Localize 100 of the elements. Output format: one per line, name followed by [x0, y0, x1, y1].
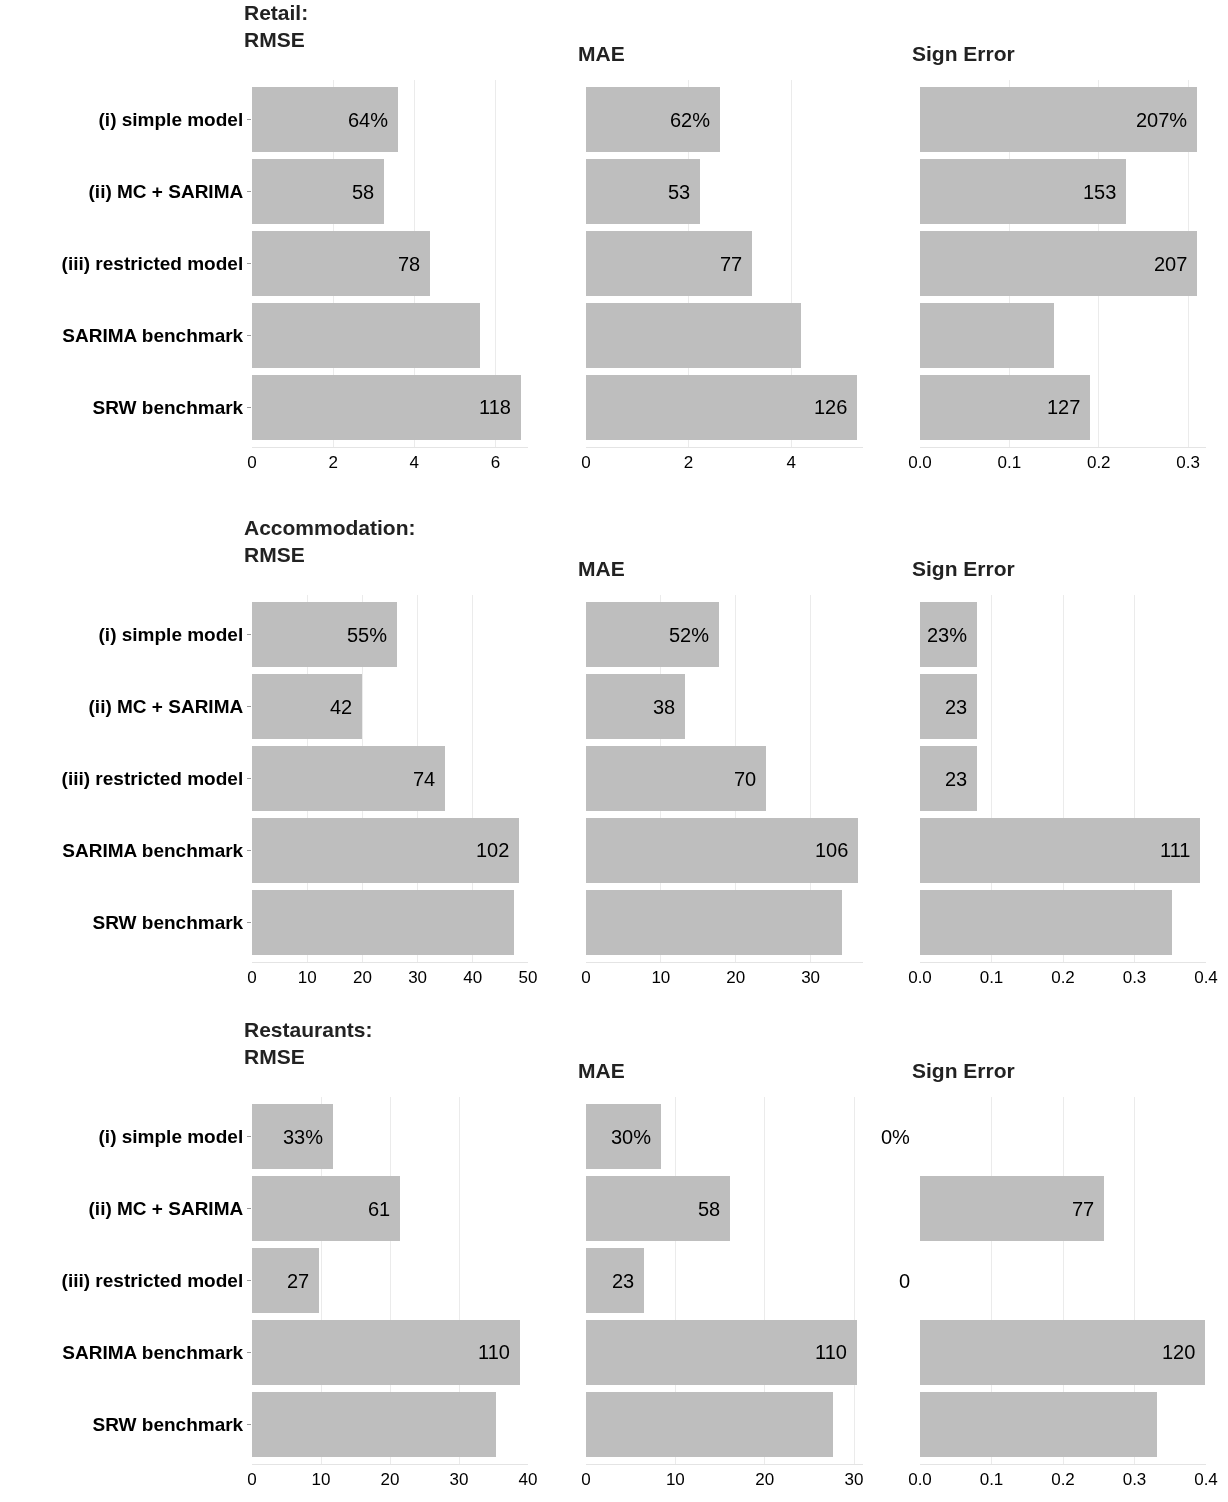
x-tick-label: 30: [449, 1470, 469, 1490]
x-tick-label: 10: [297, 968, 317, 988]
x-tick-label: 0.0: [908, 453, 932, 473]
x-tick-label: 0.1: [979, 1470, 1004, 1490]
y-tick-label: (i) simple model: [98, 1126, 244, 1148]
x-tick-label: 0: [247, 453, 257, 473]
y-tick-label: (ii) MC + SARIMA: [88, 1198, 244, 1220]
y-tick-label: (iii) restricted model: [61, 1270, 244, 1292]
x-tick-label: 0: [247, 1470, 257, 1490]
annotation: 110: [815, 1341, 847, 1363]
chart-title: Sign Error: [912, 1058, 1015, 1082]
annotation: 110: [478, 1341, 510, 1363]
x-tick-label: 10: [311, 1470, 331, 1490]
chart-title: Retail: RMSE: [244, 1, 309, 52]
annotation: 23: [945, 768, 968, 790]
bar: [252, 1392, 497, 1457]
x-tick-label: 30: [801, 968, 821, 988]
bar: [920, 87, 1198, 152]
annotation: 120: [1162, 1341, 1196, 1363]
bar: [586, 87, 720, 152]
annotation: 127: [1047, 396, 1081, 418]
x-tick-label: 50: [518, 968, 538, 988]
annotation: 77: [720, 253, 743, 275]
bar: [920, 231, 1198, 296]
x-tick-label: 30: [844, 1470, 864, 1490]
bar: [252, 87, 399, 152]
annotation: 55%: [347, 624, 388, 646]
annotation: 207: [1154, 253, 1188, 275]
chart-title: MAE: [578, 1058, 625, 1082]
annotation: 23%: [927, 624, 968, 646]
bar: [920, 818, 1201, 883]
x-tick-label: 0.2: [1051, 968, 1075, 988]
bar: [586, 1320, 857, 1385]
x-tick-label: 0.0: [908, 968, 932, 988]
bar: [586, 818, 858, 883]
chart-title: MAE: [578, 41, 625, 65]
x-tick-label: 2: [328, 453, 338, 473]
bar: [252, 746, 446, 811]
y-tick-label: SARIMA benchmark: [62, 840, 244, 862]
bar: [252, 818, 519, 883]
bar: [920, 1320, 1206, 1385]
annotation: 0%: [881, 1126, 911, 1148]
x-tick-label: 0.0: [908, 1470, 932, 1490]
bar: [586, 746, 767, 811]
annotation: 102: [476, 839, 510, 861]
y-tick-label: (ii) MC + SARIMA: [88, 696, 244, 718]
y-tick-label: SRW benchmark: [92, 912, 244, 934]
x-tick-label: 0.2: [1086, 453, 1111, 473]
x-tick-label: 0.2: [1051, 1470, 1075, 1490]
annotation: 77: [1072, 1198, 1095, 1220]
bar: [586, 1104, 662, 1169]
x-tick-label: 40: [463, 968, 483, 988]
bar: [920, 746, 978, 811]
bar: [920, 375, 1090, 440]
bar: [252, 1104, 334, 1169]
x-tick-label: 0.3: [1122, 1470, 1147, 1490]
bar: [586, 231, 753, 296]
bar: [252, 1248, 319, 1313]
chart-title: Sign Error: [912, 41, 1015, 65]
x-tick-label: 2: [683, 453, 694, 473]
y-tick-label: SARIMA benchmark: [62, 1342, 244, 1364]
bar: [252, 231, 430, 296]
bar: [586, 159, 701, 224]
annotation: 52%: [669, 624, 710, 646]
x-tick-label: 0.1: [997, 453, 1022, 473]
bar: [252, 159, 385, 224]
x-tick-label: 0: [581, 968, 591, 988]
x-tick-label: 40: [518, 1470, 538, 1490]
x-tick-label: 0: [247, 968, 257, 988]
annotation: 53: [668, 181, 691, 203]
x-tick-label: 20: [755, 1470, 775, 1490]
annotation: 111: [1160, 839, 1191, 861]
annotation: 70: [734, 768, 757, 790]
bar: [252, 602, 398, 667]
bar: [920, 1176, 1105, 1241]
x-tick-label: 0: [581, 1470, 591, 1490]
y-tick-label: (iii) restricted model: [61, 768, 244, 790]
y-tick-label: SRW benchmark: [92, 1414, 244, 1436]
annotation: 207%: [1136, 109, 1188, 131]
x-tick-label: 0.4: [1194, 1470, 1218, 1490]
bar: [252, 674, 362, 739]
x-tick-label: 0: [581, 453, 591, 473]
bar: [252, 303, 481, 368]
bar: [586, 890, 843, 955]
y-tick-label: (i) simple model: [98, 624, 244, 646]
chart-title: Restaurants: RMSE: [244, 1018, 373, 1069]
bar: [586, 602, 720, 667]
annotation: 58: [352, 181, 375, 203]
annotation: 64%: [348, 109, 389, 131]
annotation: 62%: [670, 109, 711, 131]
y-tick-label: SARIMA benchmark: [62, 325, 244, 347]
bar: [252, 375, 522, 440]
annotation: 78: [398, 253, 421, 275]
bar: [920, 602, 978, 667]
x-tick-label: 0.4: [1194, 968, 1218, 988]
y-tick-label: (i) simple model: [98, 109, 244, 131]
bar: [586, 1248, 645, 1313]
x-tick-label: 20: [726, 968, 746, 988]
bar: [920, 1392, 1158, 1457]
y-tick-label: (iii) restricted model: [61, 253, 244, 275]
